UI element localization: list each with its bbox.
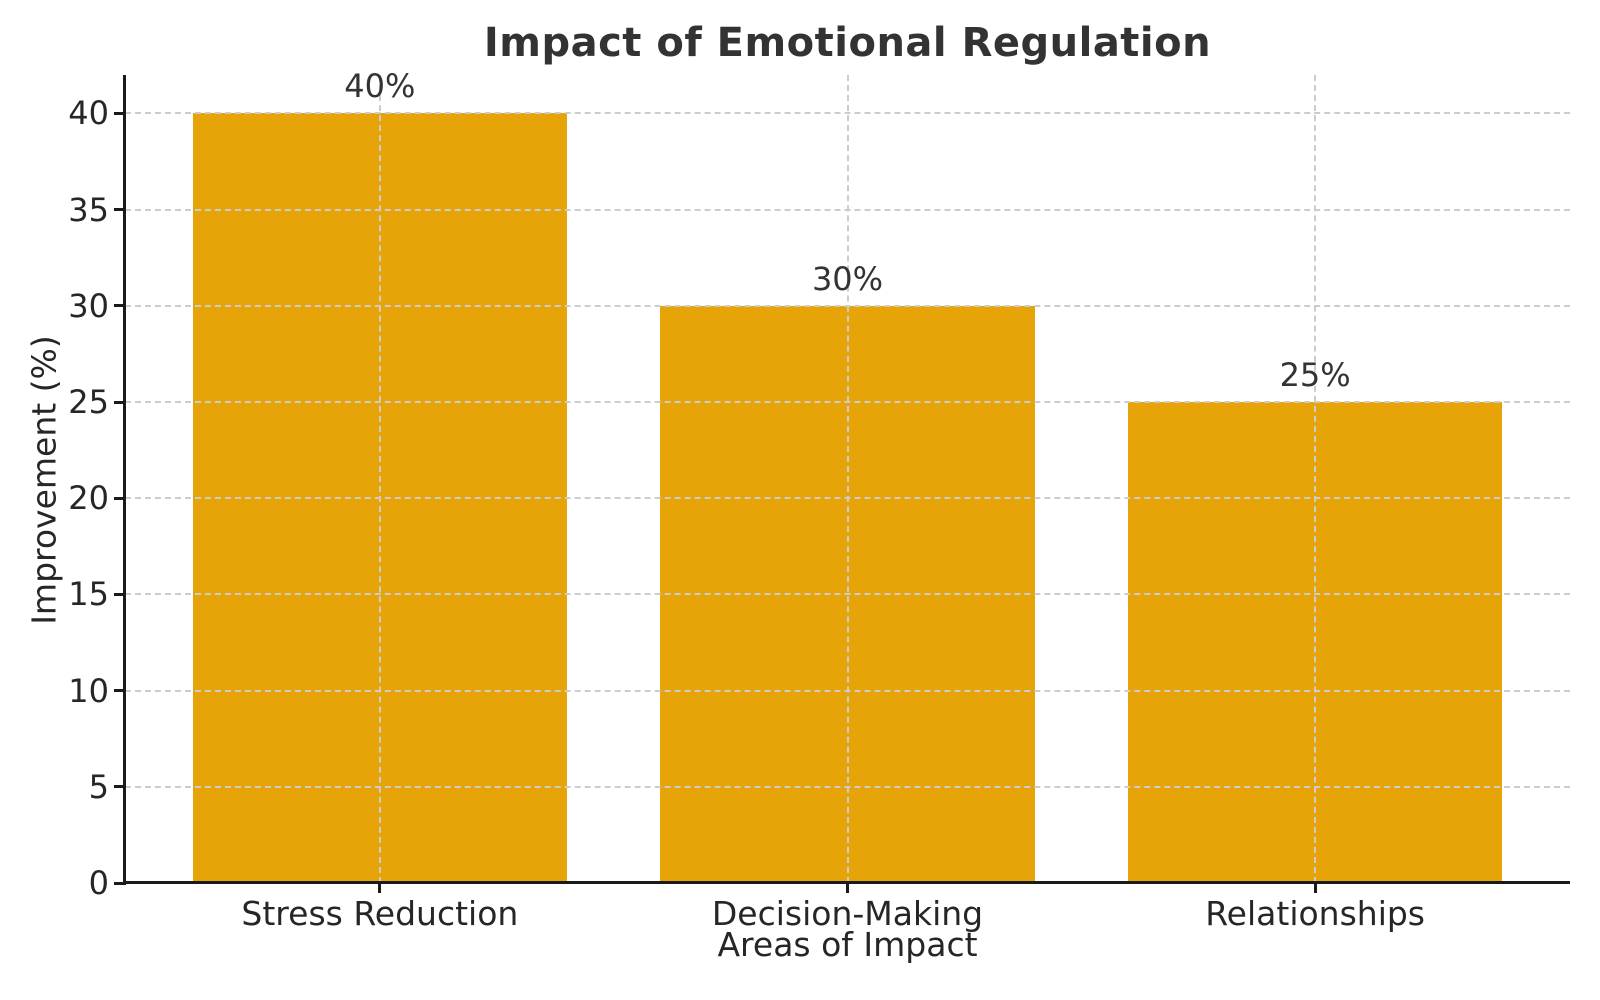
- y-axis-spine: [123, 75, 126, 885]
- x-axis-spine: [123, 881, 1570, 884]
- y-tick-label: 10: [68, 671, 109, 710]
- bar-value-label: 30%: [811, 259, 884, 298]
- x-tick-mark: [378, 883, 382, 893]
- v-gridline: [846, 75, 849, 883]
- y-axis-label: Improvement (%): [24, 335, 64, 625]
- x-axis-label: Areas of Impact: [717, 925, 978, 964]
- x-tick-mark: [1313, 883, 1317, 893]
- y-tick-mark: [114, 304, 124, 308]
- y-tick-mark: [114, 111, 124, 115]
- y-tick-label: 20: [68, 479, 109, 518]
- x-tick-label: Relationships: [1205, 894, 1426, 933]
- y-tick-mark: [114, 592, 124, 596]
- y-tick-mark: [114, 208, 124, 212]
- y-tick-mark: [114, 496, 124, 500]
- x-tick-label: Stress Reduction: [241, 894, 519, 933]
- y-tick-mark: [114, 400, 124, 404]
- plot-area: 0 5 10 15 20 25 30 35 40 40% Stress Reduction 30% De…: [68, 69, 1570, 933]
- v-gridline: [378, 75, 381, 883]
- v-gridline: [1314, 75, 1317, 883]
- y-tick-label: 15: [68, 575, 109, 614]
- y-tick-mark: [114, 785, 124, 789]
- bar-value-label: 25%: [1279, 356, 1351, 395]
- y-tick-label: 25: [68, 383, 109, 422]
- y-tick-label: 0: [88, 864, 109, 902]
- x-tick-label: Decision-Making: [711, 894, 984, 933]
- y-tick-label: 40: [68, 94, 109, 133]
- x-tick-mark: [846, 883, 849, 893]
- bar-value-label: 40%: [344, 67, 416, 106]
- y-tick-label: 35: [68, 190, 109, 229]
- chart-title: Impact of Emotional Regulation: [483, 20, 1212, 66]
- y-tick-label: 5: [88, 767, 109, 806]
- y-tick-mark: [114, 881, 124, 885]
- y-tick-label: 30: [68, 286, 109, 325]
- y-tick-mark: [114, 689, 124, 693]
